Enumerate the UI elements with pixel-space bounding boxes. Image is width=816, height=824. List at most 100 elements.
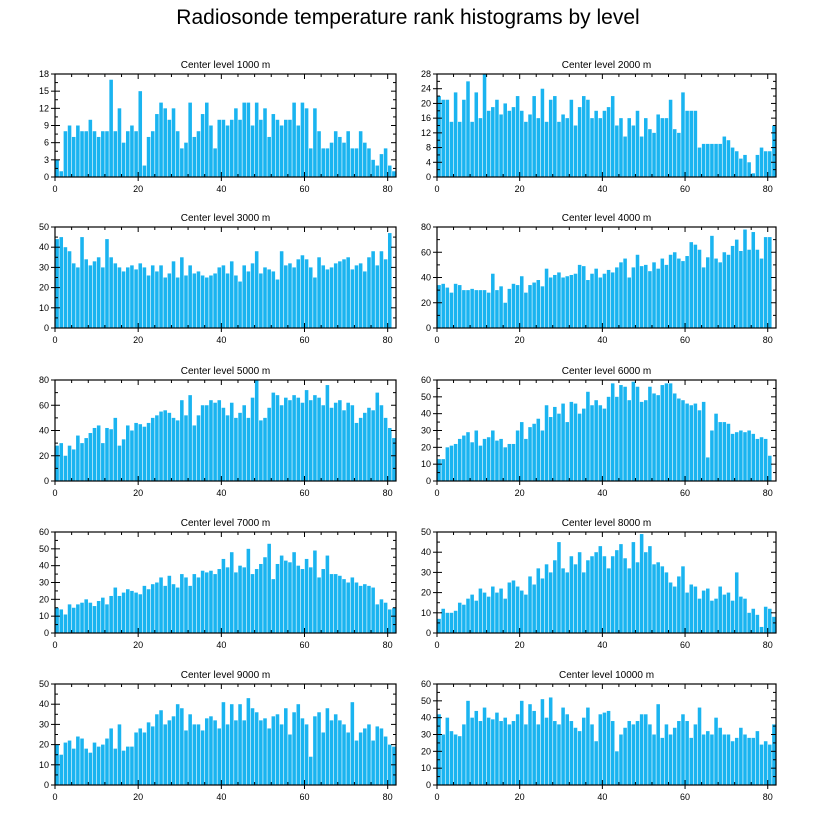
- bar: [96, 136, 101, 177]
- bar: [743, 734, 747, 785]
- y-tick-label: 60: [39, 400, 49, 410]
- bar: [739, 158, 743, 177]
- y-tick-label: 60: [421, 375, 431, 385]
- bar: [329, 267, 334, 328]
- bar: [639, 714, 644, 785]
- bar: [644, 552, 648, 633]
- x-tick-label: 20: [515, 184, 525, 194]
- bar: [714, 143, 718, 177]
- bar: [503, 103, 507, 177]
- y-tick-label: 20: [39, 594, 49, 604]
- bar: [367, 407, 371, 481]
- bar: [146, 589, 151, 633]
- bar: [225, 415, 230, 481]
- bar: [379, 728, 384, 785]
- bar: [474, 430, 479, 481]
- bar: [105, 604, 109, 633]
- y-tick-label: 40: [421, 713, 431, 723]
- bar: [267, 269, 271, 328]
- bar: [734, 151, 739, 177]
- bar: [238, 565, 242, 633]
- bar: [167, 720, 172, 785]
- bar: [96, 425, 101, 481]
- bar: [755, 438, 760, 481]
- bar: [697, 598, 702, 633]
- bar: [685, 256, 689, 328]
- bar: [325, 269, 330, 328]
- bar: [275, 395, 280, 481]
- x-tick-label: 0: [52, 640, 57, 650]
- bar: [379, 405, 384, 481]
- bar: [710, 430, 714, 481]
- bar: [159, 710, 163, 785]
- bar: [271, 579, 276, 633]
- bar: [171, 716, 176, 785]
- bar: [84, 748, 88, 785]
- bar: [474, 710, 479, 785]
- bar: [155, 415, 159, 481]
- bar: [495, 440, 499, 481]
- bar: [167, 273, 172, 328]
- bar: [772, 616, 776, 633]
- x-tick-label: 0: [434, 640, 439, 650]
- bar: [196, 415, 201, 481]
- bar: [528, 576, 532, 633]
- y-tick-label: 0: [44, 323, 49, 333]
- bar: [466, 81, 470, 177]
- bar: [213, 720, 217, 785]
- bar: [333, 263, 338, 328]
- bar: [329, 574, 334, 633]
- y-tick-label: 12: [421, 128, 431, 138]
- bar: [519, 276, 524, 328]
- bar: [213, 273, 217, 328]
- bar: [346, 402, 350, 481]
- bar: [491, 430, 495, 481]
- bar: [275, 714, 280, 785]
- bar: [598, 118, 603, 177]
- bar: [610, 272, 615, 328]
- y-tick-label: 20: [39, 451, 49, 461]
- bar: [254, 251, 259, 328]
- bar: [714, 717, 718, 785]
- bar: [565, 118, 569, 177]
- bar: [734, 239, 739, 328]
- bar: [615, 751, 619, 785]
- bar: [445, 612, 450, 633]
- bar: [88, 119, 93, 177]
- bar: [392, 171, 396, 177]
- bar: [234, 572, 238, 633]
- bar: [602, 712, 607, 785]
- bar: [346, 732, 350, 785]
- bar: [263, 108, 267, 177]
- bar: [590, 273, 594, 328]
- bar: [392, 746, 396, 785]
- bar: [569, 274, 574, 328]
- bar: [375, 604, 380, 633]
- y-tick-label: 0: [426, 780, 431, 790]
- bar: [561, 568, 565, 633]
- bar: [763, 438, 768, 481]
- bar: [71, 136, 76, 177]
- y-tick-label: 0: [426, 172, 431, 182]
- bar: [503, 447, 507, 481]
- bar: [548, 572, 553, 633]
- y-tick-label: 40: [39, 561, 49, 571]
- x-tick-label: 40: [216, 184, 226, 194]
- bar: [610, 96, 615, 177]
- bar: [113, 417, 118, 481]
- bar: [627, 400, 632, 481]
- y-tick-label: 0: [426, 323, 431, 333]
- bar: [677, 721, 681, 785]
- bar: [259, 720, 263, 785]
- bar: [205, 718, 209, 785]
- bar: [449, 445, 454, 481]
- bar: [511, 107, 516, 177]
- x-tick-label: 60: [680, 184, 690, 194]
- x-tick-label: 20: [515, 488, 525, 498]
- bar: [254, 102, 259, 177]
- bar: [445, 447, 450, 481]
- bar: [457, 438, 462, 481]
- bar: [548, 697, 553, 785]
- bar: [536, 724, 541, 785]
- bar: [229, 402, 234, 481]
